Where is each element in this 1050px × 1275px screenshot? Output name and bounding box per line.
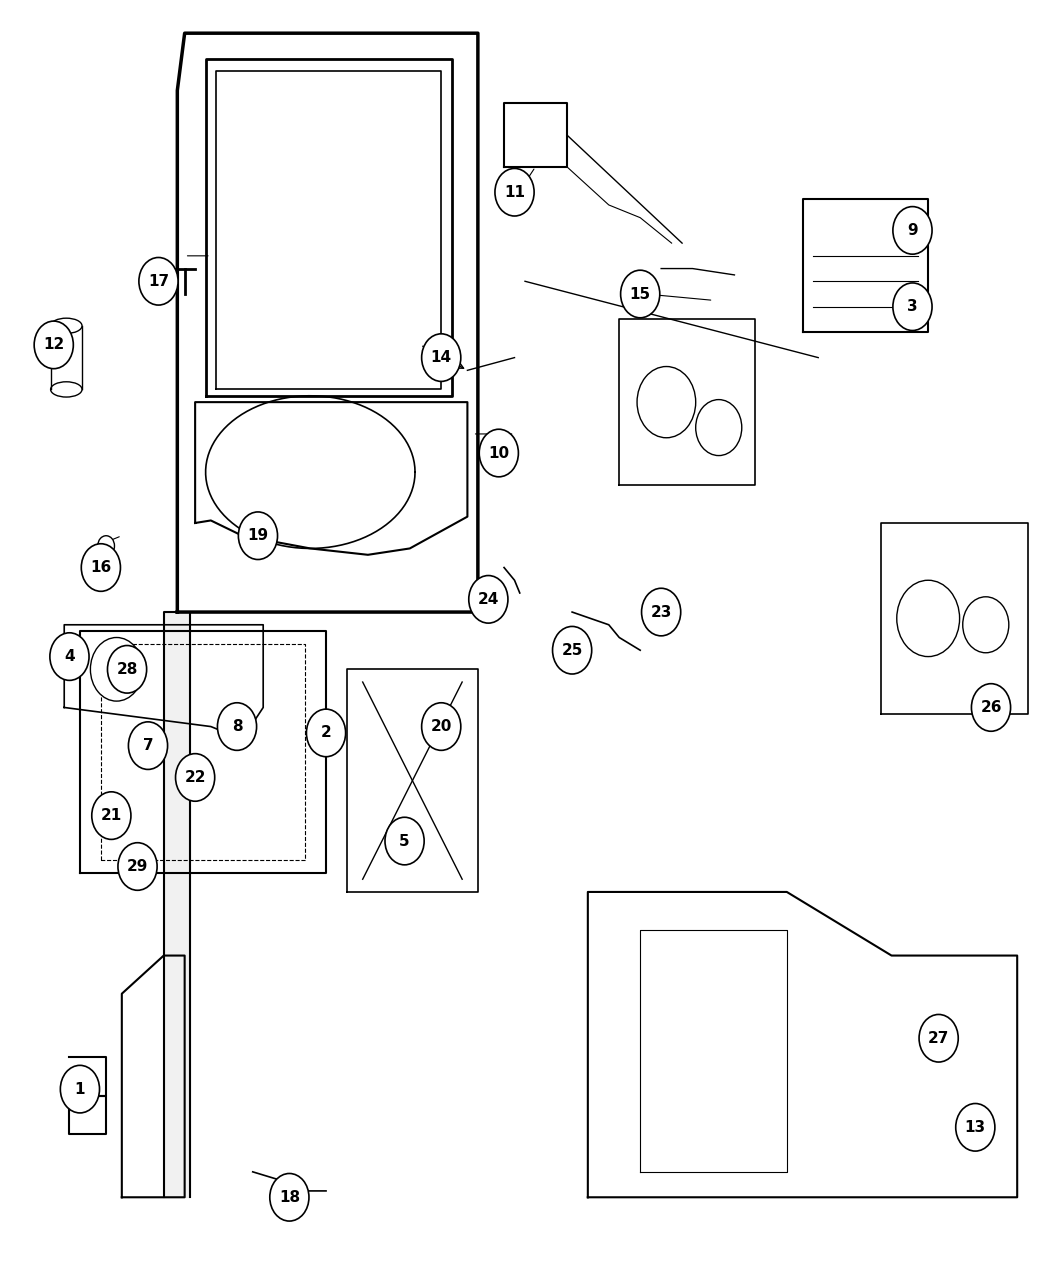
Text: 16: 16 <box>90 560 111 575</box>
Text: 15: 15 <box>630 287 651 301</box>
Text: 21: 21 <box>101 808 122 824</box>
Text: 9: 9 <box>907 223 918 238</box>
Text: 18: 18 <box>279 1190 300 1205</box>
Text: 26: 26 <box>981 700 1002 715</box>
Text: 12: 12 <box>43 338 64 352</box>
Circle shape <box>422 334 461 381</box>
Circle shape <box>892 283 932 330</box>
Text: 10: 10 <box>488 445 509 460</box>
Circle shape <box>139 258 178 305</box>
Circle shape <box>238 513 277 560</box>
Circle shape <box>91 792 131 839</box>
Text: 7: 7 <box>143 738 153 754</box>
Circle shape <box>963 597 1009 653</box>
Circle shape <box>897 580 960 657</box>
Ellipse shape <box>50 319 82 334</box>
Text: 5: 5 <box>399 834 410 849</box>
Text: 2: 2 <box>320 725 332 741</box>
Text: 3: 3 <box>907 300 918 314</box>
Text: 20: 20 <box>430 719 452 734</box>
Text: 24: 24 <box>478 592 499 607</box>
Circle shape <box>919 1015 959 1062</box>
Circle shape <box>98 536 114 556</box>
Text: 19: 19 <box>248 528 269 543</box>
Circle shape <box>128 722 168 769</box>
Circle shape <box>107 645 147 694</box>
Circle shape <box>637 366 696 437</box>
Text: 22: 22 <box>185 770 206 785</box>
Text: 17: 17 <box>148 274 169 288</box>
Polygon shape <box>164 612 190 1197</box>
Text: 4: 4 <box>64 649 75 664</box>
Circle shape <box>552 626 592 674</box>
Text: 8: 8 <box>232 719 243 734</box>
Text: 23: 23 <box>650 604 672 620</box>
Text: 13: 13 <box>965 1119 986 1135</box>
Circle shape <box>307 709 345 756</box>
Circle shape <box>50 632 89 681</box>
Circle shape <box>892 207 932 254</box>
Circle shape <box>60 1066 100 1113</box>
Circle shape <box>468 575 508 623</box>
Ellipse shape <box>50 381 82 397</box>
Circle shape <box>971 683 1010 732</box>
Circle shape <box>217 703 256 751</box>
Circle shape <box>956 1104 995 1151</box>
Circle shape <box>479 430 519 477</box>
Circle shape <box>118 843 158 890</box>
Text: 14: 14 <box>430 351 452 365</box>
Text: 27: 27 <box>928 1030 949 1046</box>
Circle shape <box>422 703 461 751</box>
Text: 29: 29 <box>127 859 148 873</box>
Circle shape <box>385 817 424 864</box>
Text: 28: 28 <box>117 662 138 677</box>
Text: 11: 11 <box>504 185 525 200</box>
Circle shape <box>90 638 143 701</box>
Circle shape <box>81 543 121 592</box>
Circle shape <box>696 399 741 455</box>
Text: 1: 1 <box>75 1081 85 1096</box>
Circle shape <box>175 754 214 801</box>
Circle shape <box>642 588 680 636</box>
Circle shape <box>270 1173 309 1221</box>
Circle shape <box>35 321 74 368</box>
Circle shape <box>621 270 659 317</box>
Text: 25: 25 <box>562 643 583 658</box>
Circle shape <box>495 168 534 215</box>
